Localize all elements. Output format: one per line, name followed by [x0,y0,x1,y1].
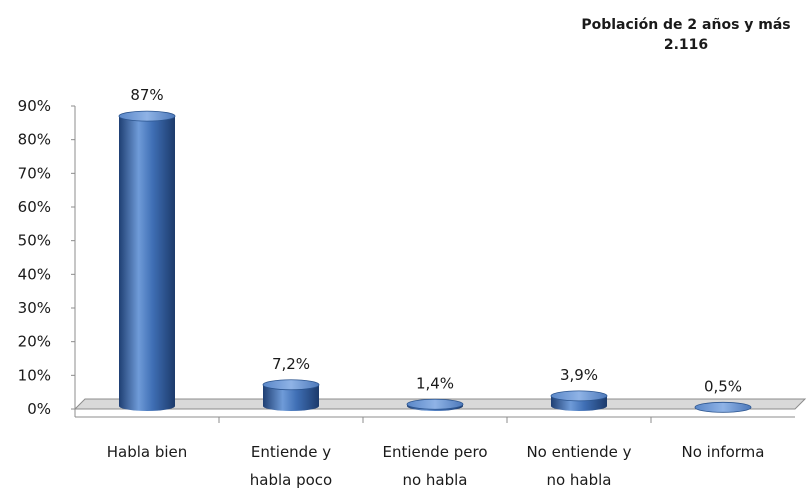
y-tick-label: 20% [18,333,51,351]
category-label: Entiende y habla poco [250,443,332,489]
y-tick-label: 0% [27,400,51,418]
bar [118,110,176,411]
data-label: 7,2% [272,355,310,373]
y-tick-label: 50% [18,232,51,250]
bar [406,398,464,411]
y-tick-label: 60% [18,198,51,216]
y-tick-label: 10% [18,366,51,384]
category-label: Habla bien [107,443,188,461]
data-label: 87% [130,86,163,104]
data-label: 3,9% [560,366,598,384]
bar [694,401,752,413]
bar-body [119,116,175,411]
bar-cap [118,110,176,122]
category-label: No entiende y no habla [526,443,631,489]
y-tick-label: 40% [18,265,51,283]
population-total: 2.116 [663,37,709,53]
data-label: 1,4% [416,374,454,392]
bar-cap [262,379,320,391]
category-label: No informa [681,443,764,461]
y-tick-label: 70% [18,164,51,182]
chart-subtitle: Población de 2 años y más [581,17,791,33]
y-tick-label: 90% [18,97,51,115]
bar-cap [694,401,752,413]
bar-cap [550,390,608,402]
y-tick-label: 30% [18,299,51,317]
data-label: 0,5% [704,377,742,395]
bar-cap [406,398,464,410]
bar-body [263,384,319,411]
y-tick-label: 80% [18,131,51,149]
category-label: Entiende pero no habla [382,443,487,489]
bar [262,379,320,411]
bar [550,390,608,411]
